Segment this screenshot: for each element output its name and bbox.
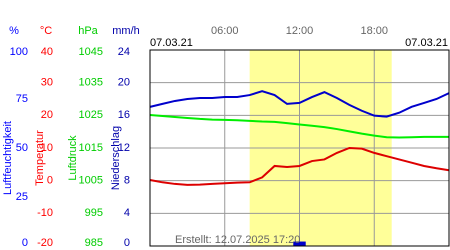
y-tick-label: 16 (118, 109, 130, 121)
plot-border (149, 49, 450, 247)
y-tick-label: 12 (118, 142, 130, 154)
axis-title: Niederschlag (110, 126, 122, 190)
axis-title: Luftdruck (67, 135, 79, 181)
y-tick-label: 1035 (79, 77, 103, 89)
y-tick-label: 20 (41, 109, 53, 121)
y-tick-label: 0 (124, 237, 130, 249)
y-tick-label: 25 (16, 191, 28, 203)
y-tick-label: 24 (118, 46, 130, 58)
y-tick-label: 1005 (79, 175, 103, 187)
data-line (149, 114, 449, 139)
y-tick-label: 0 (47, 175, 53, 187)
y-tick-label: 4 (124, 207, 130, 219)
precip-bar (293, 241, 306, 246)
footer: Erstellt: 12.07.2025 17:20 (175, 234, 300, 246)
y-tick-label: 50 (16, 142, 28, 154)
x-tick-label: 12:00 (286, 25, 314, 37)
y-tick-label: 995 (85, 207, 103, 219)
y-tick-label: 0 (22, 237, 28, 249)
y-tick-label: 8 (124, 175, 130, 187)
date-right: 07.03.21 (405, 37, 448, 49)
y-tick-label: 1045 (79, 46, 103, 58)
y-tick-label: 985 (85, 237, 103, 249)
axis-unit: % (9, 25, 19, 37)
y-tick-label: 75 (16, 93, 28, 105)
data-line (149, 90, 450, 118)
y-tick-label: 30 (41, 77, 53, 89)
data-line (149, 146, 450, 186)
date-left: 07.03.21 (150, 37, 193, 49)
y-tick-label: 1025 (79, 109, 103, 121)
y-tick-label: 40 (41, 46, 53, 58)
axis-unit: °C (40, 25, 52, 37)
axis-unit: hPa (78, 25, 98, 37)
x-tick-label: 06:00 (211, 25, 239, 37)
y-tick-label: 100 (10, 46, 28, 58)
axis-title: Temperatur (34, 130, 46, 186)
y-tick-label: 1015 (79, 142, 103, 154)
y-tick-label: -20 (37, 237, 53, 249)
axis-unit: mm/h (112, 25, 140, 37)
y-tick-label: 20 (118, 77, 130, 89)
axis-title: Luftfeuchtigkeit (2, 121, 14, 195)
y-tick-label: 10 (41, 142, 53, 154)
x-tick-label: 18:00 (360, 25, 388, 37)
y-tick-label: -10 (37, 207, 53, 219)
